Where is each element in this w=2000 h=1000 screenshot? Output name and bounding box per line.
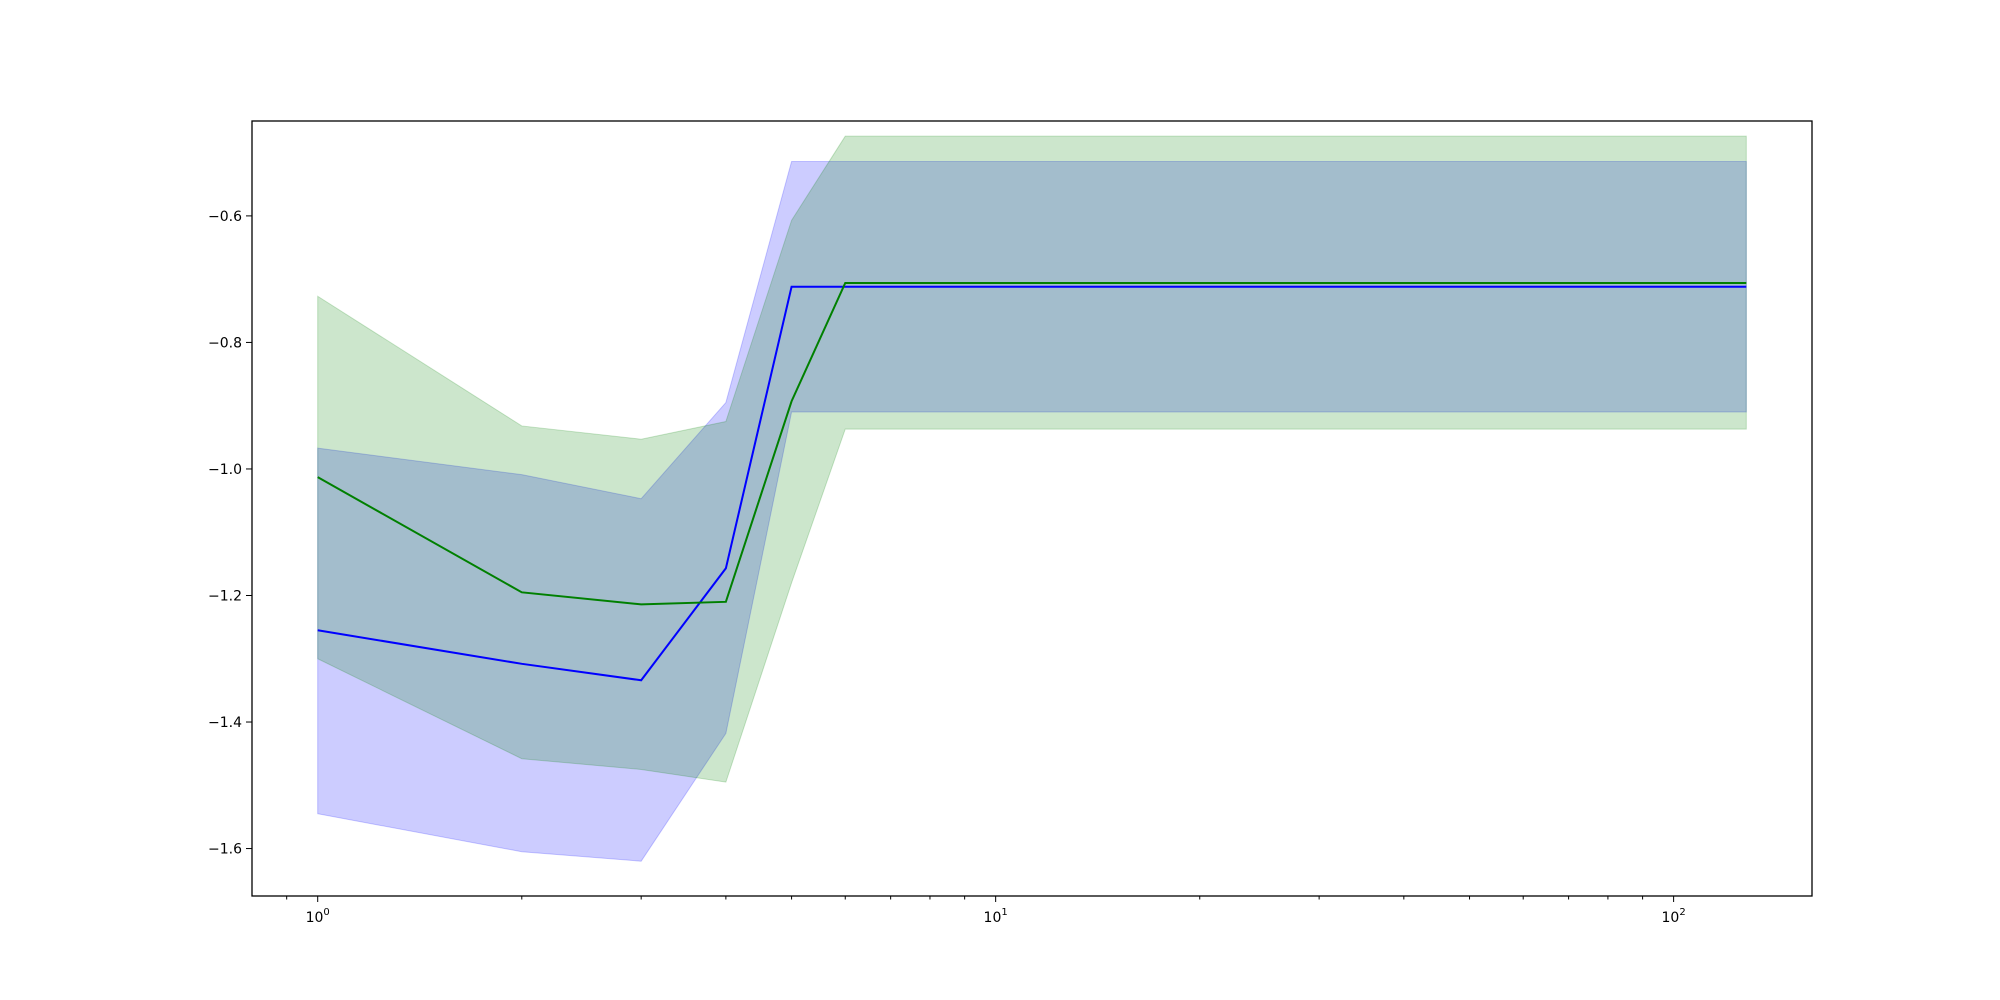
y-tick-label: −1.4 <box>208 715 242 731</box>
x-tick-label: 102 <box>1662 907 1686 926</box>
y-tick-label: −0.8 <box>208 335 242 351</box>
band-series-1 <box>317 160 1747 862</box>
y-tick-label: −1.0 <box>208 462 242 478</box>
x-tick-label: 101 <box>984 907 1008 926</box>
y-tick-label: −1.6 <box>208 842 242 858</box>
confidence-bands <box>317 135 1747 862</box>
y-tick-label: −0.6 <box>208 209 242 225</box>
plot-area-frame <box>251 120 1813 897</box>
series-lines <box>317 281 1747 682</box>
x-tick-label: 100 <box>306 907 330 926</box>
line-series-2 <box>317 281 1747 606</box>
y-tick-label: −1.2 <box>208 588 242 604</box>
band-series-2 <box>317 135 1747 783</box>
line-series-1 <box>317 285 1747 682</box>
axes: 100 101 102 −1.6 −1.4 −1.2 −1.0 −0.8 −0.6 <box>208 120 1813 926</box>
